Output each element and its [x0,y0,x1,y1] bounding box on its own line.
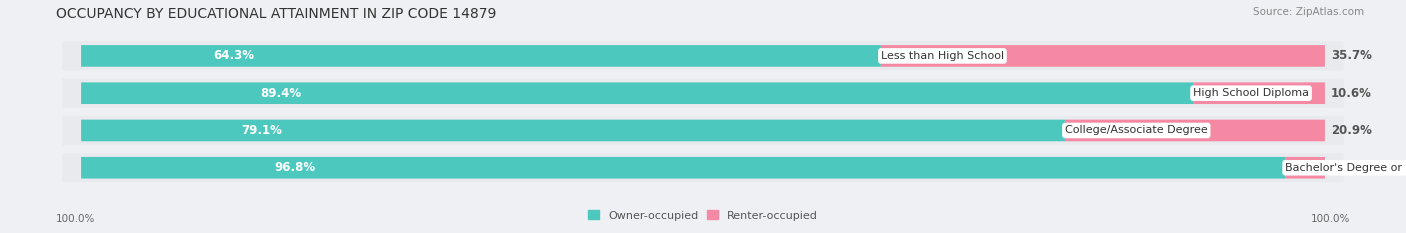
Text: 10.6%: 10.6% [1331,87,1372,100]
Text: 79.1%: 79.1% [240,124,283,137]
Text: Less than High School: Less than High School [882,51,1004,61]
FancyBboxPatch shape [82,157,1285,178]
Legend: Owner-occupied, Renter-occupied: Owner-occupied, Renter-occupied [583,206,823,225]
FancyBboxPatch shape [62,116,1344,145]
Text: 89.4%: 89.4% [260,87,301,100]
FancyBboxPatch shape [62,41,1344,70]
Text: Source: ZipAtlas.com: Source: ZipAtlas.com [1253,7,1364,17]
FancyBboxPatch shape [62,79,1344,108]
FancyBboxPatch shape [1285,157,1324,178]
FancyBboxPatch shape [82,120,1064,141]
Text: 3.2%: 3.2% [1331,161,1364,174]
Text: Bachelor's Degree or higher: Bachelor's Degree or higher [1285,163,1406,173]
FancyBboxPatch shape [82,45,882,67]
Text: College/Associate Degree: College/Associate Degree [1064,126,1208,135]
Text: 35.7%: 35.7% [1331,49,1372,62]
Text: High School Diploma: High School Diploma [1194,88,1309,98]
FancyBboxPatch shape [82,82,1194,104]
FancyBboxPatch shape [1194,82,1324,104]
FancyBboxPatch shape [882,45,1324,67]
Text: 100.0%: 100.0% [1310,214,1350,224]
Text: 96.8%: 96.8% [274,161,315,174]
Text: OCCUPANCY BY EDUCATIONAL ATTAINMENT IN ZIP CODE 14879: OCCUPANCY BY EDUCATIONAL ATTAINMENT IN Z… [56,7,496,21]
Text: 100.0%: 100.0% [56,214,96,224]
FancyBboxPatch shape [1064,120,1324,141]
Text: 64.3%: 64.3% [214,49,254,62]
FancyBboxPatch shape [62,153,1344,182]
Text: 20.9%: 20.9% [1331,124,1372,137]
